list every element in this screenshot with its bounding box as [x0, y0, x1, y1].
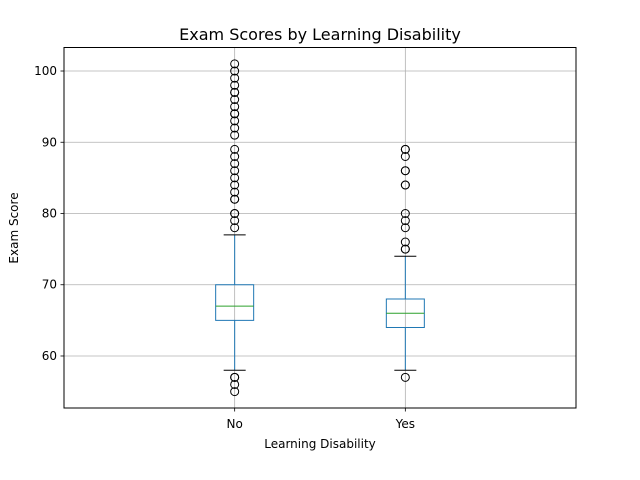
outlier-point [230, 80, 240, 90]
x-axis-label: Learning Disability [264, 437, 376, 451]
outlier-point [230, 372, 240, 382]
y-tick-label: 60 [42, 349, 57, 363]
outlier-point [230, 73, 240, 83]
box-group [215, 59, 255, 397]
outlier-point [400, 223, 410, 233]
outlier-point [400, 237, 410, 247]
outlier-point [230, 216, 240, 226]
boxes [215, 59, 425, 397]
outlier-point [400, 216, 410, 226]
outlier-point [400, 144, 410, 154]
y-tick-label: 90 [42, 135, 57, 149]
outlier-point [230, 109, 240, 119]
chart-title: Exam Scores by Learning Disability [179, 25, 461, 44]
box-group [385, 144, 425, 382]
outlier-point [230, 95, 240, 105]
plot-area-frame [63, 47, 577, 409]
outlier-point [230, 152, 240, 162]
outlier-point [230, 87, 240, 97]
outlier-point [230, 194, 240, 204]
outlier-point [230, 59, 240, 69]
outlier-point [230, 180, 240, 190]
outlier-point [230, 173, 240, 183]
y-tick-label: 70 [42, 278, 57, 292]
outlier-point [230, 116, 240, 126]
x-tick-label: No [227, 417, 243, 431]
outlier-point [230, 102, 240, 112]
x-tick-label: Yes [395, 417, 415, 431]
outlier-point [400, 372, 410, 382]
outlier-point [230, 166, 240, 176]
iqr-box [215, 284, 255, 321]
outlier-point [230, 123, 240, 133]
outlier-point [230, 379, 240, 389]
outlier-point [230, 144, 240, 154]
outlier-point [400, 244, 410, 254]
outlier-point [230, 66, 240, 76]
y-axis-label: Exam Score [7, 192, 21, 263]
outlier-point [230, 223, 240, 233]
y-tick-label: 100 [34, 64, 57, 78]
outlier-point [400, 209, 410, 219]
axis-ticks: 60 70 80 90 100 No Yes [34, 64, 415, 431]
outlier-point [230, 187, 240, 197]
outlier-point [400, 166, 410, 176]
outlier-point [230, 130, 240, 140]
outlier-point [400, 180, 410, 190]
outlier-point [400, 152, 410, 162]
outlier-point [230, 159, 240, 169]
y-tick-label: 80 [42, 207, 57, 221]
outlier-point [230, 209, 240, 219]
outlier-point [230, 387, 240, 397]
